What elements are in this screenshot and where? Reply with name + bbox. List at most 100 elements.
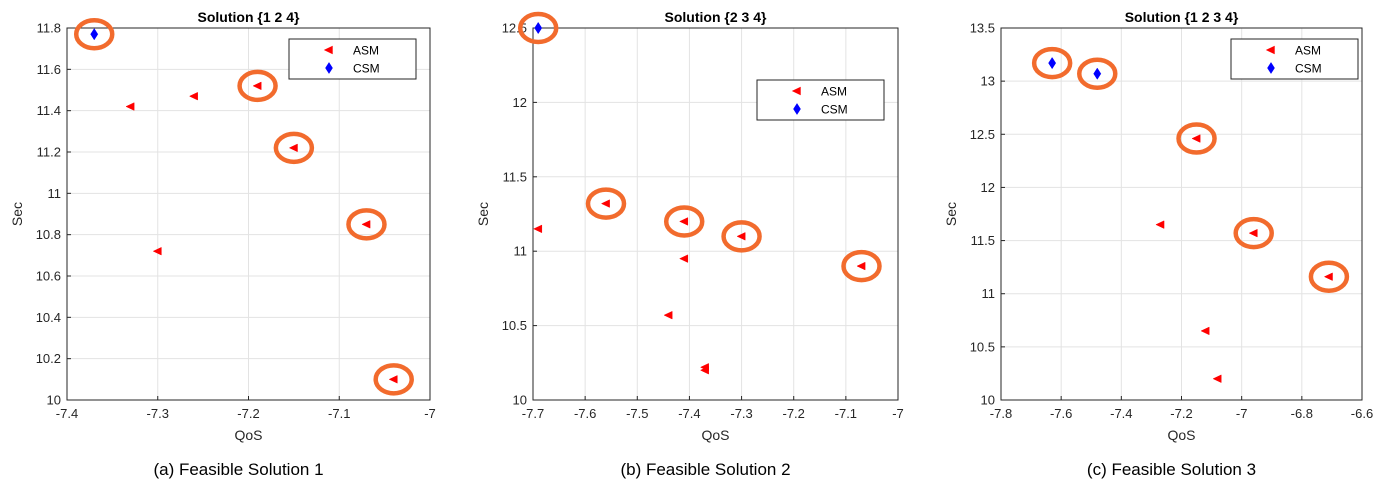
x-axis-label: QoS [1167,427,1195,443]
y-tick-label-6: 13 [981,74,995,89]
highlight-ring-3 [346,208,387,241]
y-tick-label-3: 10.6 [36,269,61,284]
y-axis-label: Sec [9,202,25,226]
y-tick-label-1: 10.5 [970,339,995,354]
legend: ASM CSM [1230,38,1359,80]
x-tick-label-2: -7.2 [237,406,259,421]
asm-point-5 [361,220,371,229]
figure-caption: (a) Feasible Solution 1 [153,460,323,479]
asm-point-5 [1212,374,1222,383]
chart-title: Solution {2 3 4} [665,9,767,25]
x-tick-label-5: -6.8 [1291,406,1313,421]
x-tick-label-0: -7.7 [522,406,544,421]
asm-point-7 [736,232,746,241]
legend-marker-csm [793,103,801,115]
legend-label-csm: CSM [353,62,380,76]
asm-point-3 [288,143,298,153]
y-tick-label-0: 10 [981,393,995,408]
asm-point-0 [125,102,135,111]
legend-box [1230,38,1359,80]
asm-point-6 [388,375,398,384]
csm-point-0 [90,28,99,41]
figure-caption: (c) Feasible Solution 3 [1087,460,1256,479]
legend-label-asm: ASM [353,44,379,58]
x-tick-label-1: -7.6 [1050,406,1072,421]
asm-point-0 [533,224,543,234]
highlight-ring-0 [1031,46,1073,80]
y-tick-label-9: 11.8 [37,21,61,36]
csm-point-1 [1093,67,1102,80]
y-tick-label-4: 12 [513,95,527,110]
y-tick-label-5: 12.5 [970,127,995,142]
plot-area-frame [532,27,899,401]
legend-marker-csm [1267,62,1275,74]
highlight-ring-4 [841,249,882,283]
highlight-ring-2 [273,131,315,165]
legend-box [756,79,885,121]
x-tick-label-4: -7.3 [730,406,752,421]
highlight-ring-3 [721,220,762,253]
legend-marker-asm [1265,45,1275,55]
y-tick-label-8: 11.6 [37,62,61,77]
x-tick-label-3: -7.4 [678,406,700,421]
chart-title: Solution {1 2 3 4} [1125,9,1239,25]
highlight-ring-0 [517,11,559,45]
csm-point-0 [534,21,543,35]
asm-point-2 [679,217,689,226]
x-tick-label-1: -7.6 [574,406,596,421]
x-tick-label-0: -7.4 [56,406,78,421]
x-tick-label-3: -7.1 [328,406,350,421]
highlight-ring-0 [73,17,115,51]
y-tick-label-0: 10 [513,393,527,408]
x-tick-label-6: -7.1 [835,406,857,421]
y-tick-label-6: 11.2 [37,145,61,160]
legend: ASM CSM [288,38,417,80]
highlight-ring-4 [373,363,414,396]
x-tick-label-2: -7.4 [1110,406,1132,421]
chart-title: Solution {1 2 4} [198,9,300,25]
asm-point-1 [600,199,610,208]
y-axis-label: Sec [943,202,959,226]
chart-3: -7.8 -7.6 -7.4 -7.2 -7 -6.8 -6.6 10 10.5 11 11.5 12… [943,9,1373,479]
x-tick-label-6: -6.6 [1351,406,1373,421]
highlight-ring-2 [1176,122,1217,155]
highlight-ring-1 [585,187,627,220]
asm-point-8 [856,261,866,271]
legend-label-asm: ASM [821,85,847,99]
y-tick-label-7: 11.4 [37,103,61,118]
y-tick-label-4: 10.8 [36,227,61,242]
figure-caption: (b) Feasible Solution 2 [620,460,790,479]
y-axis-label: Sec [475,202,491,226]
highlight-ring-1 [1077,57,1118,90]
x-tick-label-1: -7.3 [147,406,169,421]
legend: ASM CSM [756,79,885,121]
x-tick-label-4: -7 [424,406,436,421]
y-tick-label-0: 10 [47,393,61,408]
y-tick-label-1: 10.2 [36,351,61,366]
asm-point-3 [1323,272,1333,281]
y-tick-label-2: 11 [982,286,996,301]
x-tick-label-2: -7.5 [626,406,648,421]
highlight-ring-1 [237,69,278,103]
y-tick-label-3: 11.5 [971,233,995,248]
asm-point-3 [679,254,689,263]
asm-point-2 [1248,228,1258,238]
x-tick-label-0: -7.8 [990,406,1012,421]
y-tick-label-5: 11 [48,186,62,201]
chart-2: -7.7 -7.6 -7.5 -7.4 -7.3 -7.2 -7.1 -7 10 10.5 11 11… [475,9,904,479]
asm-point-1 [1155,220,1165,229]
x-tick-label-3: -7.2 [1170,406,1192,421]
x-tick-label-7: -7 [892,406,904,421]
legend-marker-csm [325,62,333,74]
asm-point-4 [152,246,162,256]
highlight-ring-2 [663,205,705,238]
y-tick-label-4: 12 [981,180,995,195]
legend-label-asm: ASM [1295,44,1321,58]
asm-point-1 [188,91,198,101]
asm-point-4 [663,310,673,320]
legend-marker-asm [323,45,333,55]
legend-label-csm: CSM [821,103,848,117]
x-axis-label: QoS [701,427,729,443]
y-tick-label-3: 11.5 [503,169,527,184]
